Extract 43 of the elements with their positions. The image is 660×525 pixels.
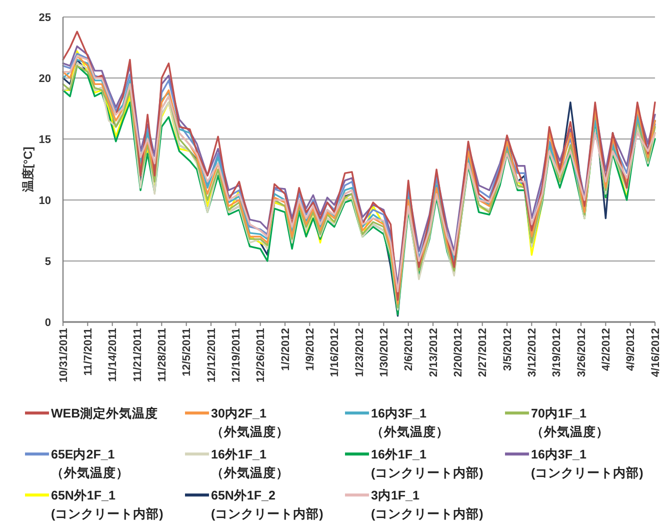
y-tick-label: 15 (38, 134, 51, 146)
legend-label: 16内3F_1 （外気温度） (371, 406, 449, 440)
legend-label: 65N外1F_2 (コンクリート内部) (211, 488, 324, 522)
x-tick-label: 12/12/2011 (206, 328, 218, 382)
legend-label: 65E内2F_1 （外気温度） (51, 447, 129, 480)
x-tick-label: 1/16/2012 (329, 328, 342, 377)
legend-label: 65N外1F_1 (コンクリート内部) (51, 488, 164, 522)
x-tick-label: 12/19/2011 (230, 328, 243, 382)
x-tick-label: 2/20/2012 (452, 328, 465, 377)
x-tick-label: 2/6/2012 (403, 328, 416, 371)
legend-label: 30内2F_1 （外気温度） (211, 406, 289, 440)
legend-label: 70内1F_1 （外気温度） (531, 406, 609, 440)
x-tick-label: 1/9/2012 (304, 328, 317, 371)
x-tick-label: 11/21/2011 (132, 328, 144, 382)
y-tick-label: 20 (38, 72, 51, 85)
legend-label: WEB測定外気温度 (51, 405, 158, 420)
legend-label: 3内1F_1 (コンクリート内部) (371, 488, 484, 522)
y-tick-label: 25 (38, 12, 51, 24)
x-tick-label: 4/16/2012 (650, 328, 660, 377)
x-tick-label: 2/27/2012 (477, 328, 490, 377)
legend-label: 16内3F_1 (コンクリート内部) (531, 447, 644, 480)
legend-label: 16外1F_1 (コンクリート内部) (371, 447, 484, 480)
x-tick-label: 2/13/2012 (428, 328, 440, 377)
x-tick-label: 3/19/2012 (551, 328, 564, 377)
y-tick-label: 0 (44, 316, 51, 329)
x-tick-label: 12/5/2011 (181, 328, 194, 376)
x-tick-label: 11/14/2011 (107, 328, 120, 382)
y-axis-title: 温度[°C] (21, 146, 36, 194)
x-tick-label: 1/2/2012 (280, 328, 292, 371)
x-tick-label: 3/5/2012 (502, 328, 514, 371)
y-tick-label: 5 (44, 256, 51, 268)
x-tick-label: 4/2/2012 (600, 328, 613, 371)
legend-label: 16外1F_1 （外気温度） (211, 447, 289, 480)
x-tick-label: 3/12/2012 (526, 328, 539, 377)
x-tick-label: 3/26/2012 (576, 328, 588, 377)
x-tick-label: 10/31/2011 (58, 328, 70, 382)
x-tick-label: 12/26/2011 (255, 328, 268, 382)
x-tick-label: 11/7/2011 (82, 328, 95, 376)
x-tick-label: 4/9/2012 (625, 328, 638, 371)
x-tick-label: 11/28/2011 (156, 328, 169, 382)
y-tick-label: 10 (38, 194, 51, 207)
x-tick-label: 1/30/2012 (378, 328, 391, 377)
x-tick-label: 1/23/2012 (354, 328, 366, 377)
